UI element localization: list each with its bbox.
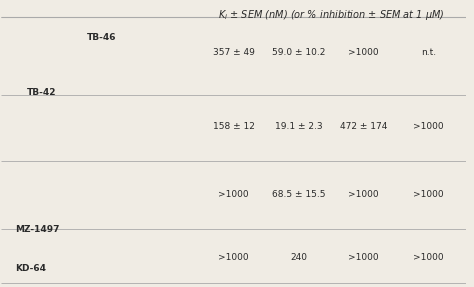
Text: >1000: >1000: [219, 253, 249, 262]
FancyBboxPatch shape: [4, 98, 192, 158]
Text: >1000: >1000: [219, 190, 249, 199]
Text: TB-42: TB-42: [27, 88, 56, 97]
Text: n.t.: n.t.: [421, 48, 436, 57]
Text: 472 ± 174: 472 ± 174: [340, 122, 387, 131]
Text: >1000: >1000: [413, 122, 444, 131]
Text: 158 ± 12: 158 ± 12: [213, 122, 255, 131]
Text: $K_i$ ± SEM (nM) (or % inhibition ± SEM at 1 μM): $K_i$ ± SEM (nM) (or % inhibition ± SEM …: [218, 9, 445, 22]
Text: 68.5 ± 15.5: 68.5 ± 15.5: [272, 190, 325, 199]
FancyBboxPatch shape: [4, 232, 192, 280]
Text: 357 ± 49: 357 ± 49: [213, 48, 255, 57]
Text: >1000: >1000: [413, 253, 444, 262]
Text: >1000: >1000: [348, 253, 379, 262]
Text: >1000: >1000: [348, 48, 379, 57]
FancyBboxPatch shape: [4, 20, 192, 92]
Text: >1000: >1000: [413, 190, 444, 199]
Text: 59.0 ± 10.2: 59.0 ± 10.2: [272, 48, 325, 57]
Text: 19.1 ± 2.3: 19.1 ± 2.3: [275, 122, 322, 131]
FancyBboxPatch shape: [4, 163, 192, 226]
Text: 240: 240: [290, 253, 307, 262]
Text: MZ-1497: MZ-1497: [15, 224, 60, 234]
Text: >1000: >1000: [348, 190, 379, 199]
Text: KD-64: KD-64: [15, 264, 46, 273]
Text: TB-46: TB-46: [87, 33, 117, 42]
